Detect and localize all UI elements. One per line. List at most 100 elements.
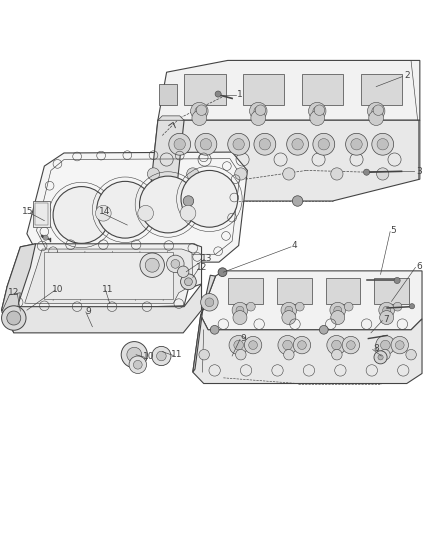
Circle shape <box>232 302 248 318</box>
Circle shape <box>410 304 415 309</box>
Circle shape <box>372 107 381 116</box>
Circle shape <box>377 139 389 150</box>
Text: 12: 12 <box>196 263 207 272</box>
Text: 10: 10 <box>142 351 154 360</box>
Circle shape <box>166 255 184 272</box>
Circle shape <box>236 306 244 314</box>
Circle shape <box>43 235 48 240</box>
Circle shape <box>171 260 180 268</box>
Text: 15: 15 <box>22 207 34 216</box>
Text: 9: 9 <box>240 334 246 343</box>
Text: 2: 2 <box>404 71 410 80</box>
Polygon shape <box>193 275 215 372</box>
Circle shape <box>121 342 148 368</box>
Circle shape <box>396 341 404 350</box>
Circle shape <box>374 351 387 364</box>
Polygon shape <box>149 120 420 201</box>
Circle shape <box>249 341 258 350</box>
Circle shape <box>7 311 21 325</box>
Text: 12: 12 <box>8 288 19 297</box>
Circle shape <box>169 133 191 155</box>
Circle shape <box>233 311 247 325</box>
Polygon shape <box>2 293 20 312</box>
Circle shape <box>180 274 196 289</box>
Circle shape <box>244 336 262 354</box>
Polygon shape <box>158 116 184 120</box>
Circle shape <box>192 111 207 125</box>
Circle shape <box>180 205 196 221</box>
Text: 11: 11 <box>170 350 182 359</box>
Text: 4: 4 <box>291 241 297 250</box>
Circle shape <box>53 187 110 244</box>
Circle shape <box>200 139 212 150</box>
Circle shape <box>156 351 166 361</box>
Text: 14: 14 <box>99 207 110 216</box>
Circle shape <box>228 133 250 155</box>
Circle shape <box>376 335 395 354</box>
Circle shape <box>282 311 296 325</box>
Bar <box>35 203 48 225</box>
Circle shape <box>332 340 341 350</box>
Circle shape <box>331 168 343 180</box>
Polygon shape <box>7 244 201 310</box>
Circle shape <box>372 133 394 155</box>
Circle shape <box>184 278 192 286</box>
Polygon shape <box>193 316 422 384</box>
Circle shape <box>310 111 325 125</box>
Circle shape <box>334 306 342 314</box>
Circle shape <box>138 205 153 221</box>
Circle shape <box>292 196 303 206</box>
Text: 1: 1 <box>237 91 243 100</box>
Text: 5: 5 <box>391 226 396 235</box>
Circle shape <box>250 102 267 120</box>
Circle shape <box>297 341 306 350</box>
Bar <box>159 84 177 105</box>
Circle shape <box>152 346 171 366</box>
Circle shape <box>331 311 345 325</box>
Circle shape <box>293 336 311 354</box>
Polygon shape <box>201 271 422 330</box>
Text: 9: 9 <box>85 306 91 316</box>
Circle shape <box>346 133 367 155</box>
Polygon shape <box>2 284 201 333</box>
Circle shape <box>127 348 142 362</box>
Circle shape <box>346 341 355 350</box>
Text: 6: 6 <box>416 262 422 271</box>
Circle shape <box>318 139 329 150</box>
Circle shape <box>313 133 335 155</box>
Circle shape <box>183 196 194 206</box>
Circle shape <box>95 205 111 221</box>
Bar <box>228 278 263 304</box>
Circle shape <box>254 133 276 155</box>
Circle shape <box>205 298 214 306</box>
Circle shape <box>281 302 297 318</box>
Bar <box>243 75 285 105</box>
Polygon shape <box>158 60 420 120</box>
Circle shape <box>283 340 292 350</box>
Circle shape <box>191 102 208 120</box>
Circle shape <box>229 335 248 354</box>
Text: 10: 10 <box>52 285 63 294</box>
Circle shape <box>394 277 400 284</box>
Circle shape <box>259 139 271 150</box>
Circle shape <box>210 326 219 334</box>
Text: 11: 11 <box>102 285 113 294</box>
Bar <box>361 75 403 105</box>
Circle shape <box>140 176 196 233</box>
Circle shape <box>393 302 402 311</box>
Bar <box>374 278 410 304</box>
Circle shape <box>308 102 326 120</box>
Circle shape <box>129 356 147 374</box>
Circle shape <box>196 105 207 116</box>
Circle shape <box>199 350 209 360</box>
Circle shape <box>215 91 221 97</box>
Circle shape <box>235 168 247 180</box>
Circle shape <box>342 336 360 354</box>
Text: 13: 13 <box>201 254 212 263</box>
Circle shape <box>233 139 244 150</box>
Circle shape <box>236 350 246 360</box>
Bar <box>33 201 49 227</box>
Circle shape <box>364 169 370 175</box>
Circle shape <box>295 302 304 311</box>
Circle shape <box>247 302 255 311</box>
